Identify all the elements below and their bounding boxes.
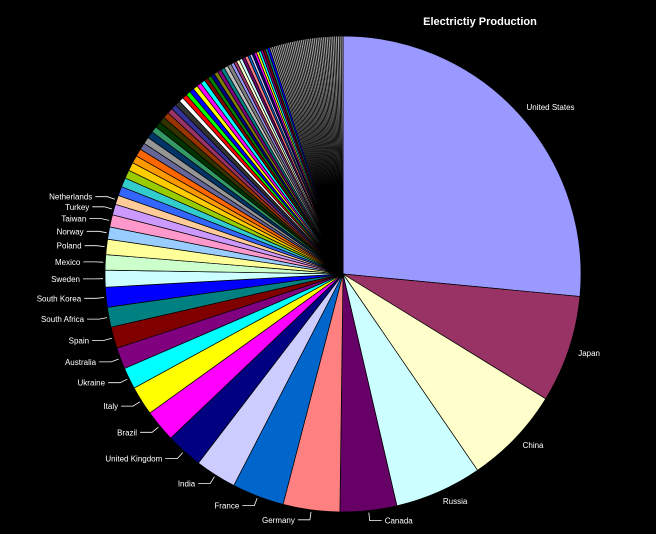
- leader-line-poland: [84, 245, 105, 247]
- slice-label-india: India: [178, 480, 196, 489]
- leader-line-norway: [86, 230, 107, 234]
- chart-title: Electrictiy Production: [423, 16, 537, 28]
- leader-line-south-africa: [87, 317, 108, 320]
- slice-label-china: China: [523, 441, 544, 450]
- slice-label-norway: Norway: [57, 227, 84, 236]
- leader-line-brazil: [140, 426, 159, 433]
- slice-label-mexico: Mexico: [55, 258, 81, 267]
- slice-label-spain: Spain: [69, 336, 89, 345]
- slice-label-italy: Italy: [103, 402, 118, 411]
- pie-slices: [104, 35, 582, 513]
- slice-label-netherlands: Netherlands: [49, 193, 92, 202]
- slice-label-poland: Poland: [57, 242, 82, 251]
- slice-label-russia: Russia: [443, 497, 468, 506]
- leader-line-france: [242, 497, 258, 507]
- leader-line-south-korea: [84, 297, 105, 299]
- leader-line-india: [198, 476, 215, 484]
- pie-slice-109: [340, 35, 344, 275]
- slice-label-canada: Canada: [385, 517, 414, 526]
- leader-line-taiwan: [89, 218, 110, 221]
- slice-label-japan: Japan: [578, 349, 600, 358]
- slice-labels: United States Japan China Russia Canada Germa…: [37, 103, 600, 525]
- pie-slice-united-states: [342, 35, 582, 297]
- slice-label-south-korea: South Korea: [37, 294, 82, 303]
- leader-line-netherlands: [95, 196, 116, 200]
- slice-label-turkey: Turkey: [65, 203, 89, 212]
- leader-line-ukraine: [108, 378, 128, 384]
- leader-line-spain: [92, 337, 112, 341]
- slice-label-australia: Australia: [65, 358, 97, 367]
- label-leaders: [83, 196, 382, 521]
- leader-line-germany: [297, 511, 312, 521]
- slice-label-brazil: Brazil: [117, 428, 137, 437]
- slice-label-south-africa: South Africa: [41, 315, 85, 324]
- leader-line-canada: [368, 512, 382, 521]
- slice-label-germany: Germany: [262, 516, 295, 525]
- leader-line-italy: [121, 401, 141, 407]
- leader-line-united-kingdom: [165, 452, 183, 460]
- slice-label-sweden: Sweden: [51, 275, 80, 284]
- leader-line-turkey: [92, 206, 113, 210]
- slice-label-france: France: [214, 502, 239, 511]
- slice-label-taiwan: Taiwan: [61, 215, 86, 224]
- leader-line-australia: [99, 358, 119, 363]
- slice-label-united-states: United States: [527, 103, 575, 112]
- slice-label-ukraine: Ukraine: [78, 379, 106, 388]
- slice-label-united-kingdom: United Kingdom: [105, 455, 162, 464]
- pie-slice-japan: [342, 273, 581, 400]
